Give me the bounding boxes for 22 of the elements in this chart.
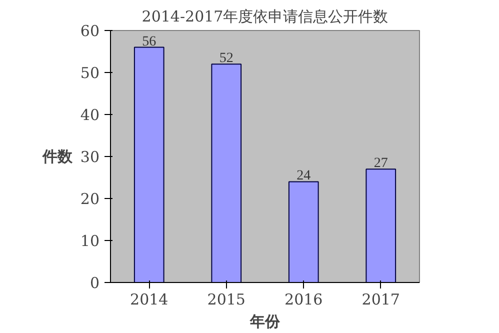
bar	[366, 168, 396, 282]
y-tick-label: 10	[80, 232, 100, 250]
y-axis-title: 件数	[41, 148, 74, 166]
y-tick-label: 50	[80, 64, 100, 82]
y-tick-label: 30	[80, 148, 100, 166]
y-tick-label: 0	[90, 274, 100, 292]
bar	[288, 181, 319, 282]
chart-title: 2014-2017年度依申请信息公开件数	[142, 8, 388, 26]
bar	[134, 46, 164, 282]
x-tick-label: 2015	[207, 290, 246, 308]
x-tick-label: 2014	[130, 290, 168, 308]
y-tick-label: 40	[80, 106, 100, 124]
x-tick-label: 2017	[362, 290, 400, 308]
y-tick-label: 60	[80, 22, 100, 40]
x-tick-label: 2016	[284, 290, 323, 308]
x-axis-title: 年份	[249, 312, 281, 330]
y-tick-label: 20	[80, 190, 100, 208]
data-label: 52	[219, 51, 234, 66]
data-label: 24	[296, 168, 311, 184]
data-label: 56	[142, 34, 156, 50]
bar	[211, 64, 242, 282]
data-label: 27	[374, 156, 388, 172]
